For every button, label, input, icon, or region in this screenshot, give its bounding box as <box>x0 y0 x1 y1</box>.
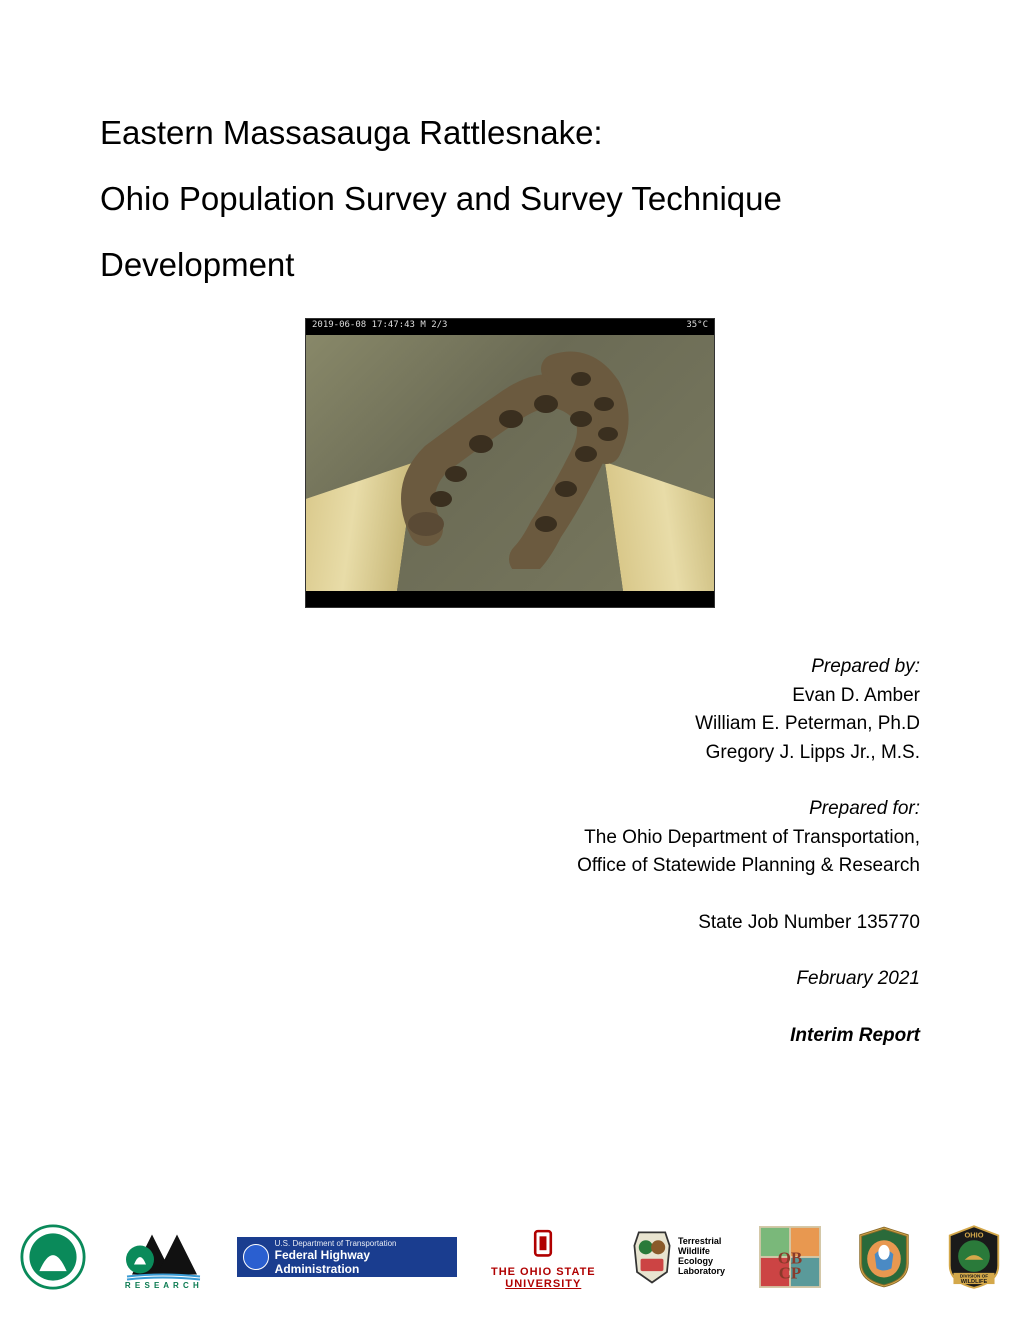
prepared-by-group: Prepared by: Evan D. Amber William E. Pe… <box>100 653 920 767</box>
research-text: R E S E A R C H <box>125 1281 200 1290</box>
research-logo: R E S E A R C H <box>122 1224 202 1290</box>
report-date: February 2021 <box>100 965 920 994</box>
obcp-logo: OB CP <box>759 1224 821 1290</box>
author-3: Gregory J. Lipps Jr., M.S. <box>100 739 920 768</box>
camera-id: YWN3 <box>312 596 334 606</box>
title-line-3: Development <box>100 232 920 298</box>
usfws-logo <box>856 1224 912 1290</box>
osu-logo: THE OHIO STATE UNIVERSITY <box>491 1224 596 1290</box>
prepared-for-group: Prepared for: The Ohio Department of Tra… <box>100 795 920 881</box>
title-line-2: Ohio Population Survey and Survey Techni… <box>100 166 920 232</box>
prepared-by-label: Prepared by: <box>100 653 920 682</box>
job-number: State Job Number 135770 <box>100 909 920 938</box>
report-type: Interim Report <box>100 1022 920 1051</box>
osu-line-1: THE OHIO STATE <box>491 1266 596 1278</box>
fhwa-line-2: Federal Highway Administration <box>275 1248 447 1276</box>
metadata-block: Prepared by: Evan D. Amber William E. Pe… <box>100 653 920 1050</box>
fhwa-seal-icon <box>243 1244 269 1270</box>
osu-line-2: UNIVERSITY <box>505 1278 581 1290</box>
svg-text:DIVISION OF: DIVISION OF <box>960 1274 988 1279</box>
rattlesnake-illustration <box>386 349 646 569</box>
logo-row: R E S E A R C H U.S. Department of Trans… <box>18 1224 1002 1290</box>
ohio-wildlife-logo: OHIO DIVISION OF WILDLIFE <box>946 1224 1002 1290</box>
camera-timestamp: 2019-06-08 17:47:43 M 2/3 <box>312 320 447 330</box>
author-1: Evan D. Amber <box>100 682 920 711</box>
page-title: Eastern Massasauga Rattlesnake: Ohio Pop… <box>100 100 920 298</box>
prepared-for-line-2: Office of Statewide Planning & Research <box>100 852 920 881</box>
cover-photo-container: 2019-06-08 17:47:43 M 2/3 35°C YWN3 RECO… <box>100 318 920 613</box>
svg-text:WILDLIFE: WILDLIFE <box>961 1279 988 1285</box>
svg-text:CP: CP <box>779 1264 802 1283</box>
twel-l4: Laboratory <box>678 1267 725 1277</box>
twel-text: Terrestrial Wildlife Ecology Laboratory <box>678 1237 725 1277</box>
prepared-for-label: Prepared for: <box>100 795 920 824</box>
twel-logo: Terrestrial Wildlife Ecology Laboratory <box>630 1224 725 1290</box>
fhwa-line-1: U.S. Department of Transportation <box>275 1239 447 1248</box>
odot-logo <box>18 1224 88 1290</box>
author-2: William E. Peterman, Ph.D <box>100 710 920 739</box>
camera-brand: RECONYX <box>670 596 708 606</box>
svg-text:OHIO: OHIO <box>964 1230 983 1239</box>
fhwa-logo: U.S. Department of Transportation Federa… <box>237 1237 457 1277</box>
title-line-1: Eastern Massasauga Rattlesnake: <box>100 100 920 166</box>
trail-camera-photo: 2019-06-08 17:47:43 M 2/3 35°C YWN3 RECO… <box>305 318 715 608</box>
camera-temperature: 35°C <box>686 320 708 330</box>
prepared-for-line-1: The Ohio Department of Transportation, <box>100 824 920 853</box>
